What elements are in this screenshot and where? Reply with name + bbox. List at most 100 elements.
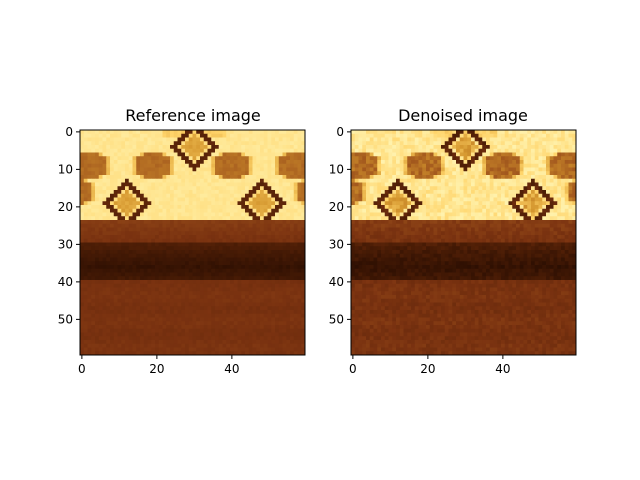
pixel-cell [523,197,528,202]
pixel-cell [143,212,148,217]
pixel-cell [143,328,148,333]
pixel-cell [170,220,175,225]
pixel-cell [106,186,111,191]
pixel-cell [523,175,528,180]
pixel-cell [504,130,509,135]
pixel-cell [80,130,85,135]
pixel-cell [557,130,562,135]
pixel-cell [140,178,145,183]
pixel-cell [188,231,193,236]
pixel-cell [87,336,92,341]
pixel-cell [241,313,246,318]
pixel-cell [482,141,487,146]
pixel-cell [278,257,283,262]
pixel-cell [542,175,547,180]
pixel-cell [106,141,111,146]
pixel-cell [98,193,103,198]
pixel-cell [542,167,547,172]
pixel-cell [248,163,253,168]
pixel-cell [102,321,107,326]
pixel-cell [286,302,291,307]
pixel-cell [173,186,178,191]
pixel-cell [290,302,295,307]
pixel-cell [456,178,461,183]
pixel-cell [151,141,156,146]
pixel-cell [125,276,130,281]
pixel-cell [260,201,265,206]
pixel-cell [207,197,212,202]
pixel-cell [158,223,163,228]
pixel-cell [474,156,479,161]
pixel-cell [459,171,464,176]
pixel-cell [80,141,85,146]
pixel-cell [185,261,190,266]
pixel-cell [301,167,306,172]
pixel-cell [87,261,92,266]
pixel-cell [351,182,356,187]
pixel-cell [106,167,111,172]
pixel-cell [162,148,167,153]
pixel-cell [441,190,446,195]
pixel-cell [173,152,178,157]
pixel-cell [207,223,212,228]
pixel-cell [98,302,103,307]
pixel-cell [297,190,302,195]
pixel-cell [121,235,126,240]
pixel-cell [211,171,216,176]
y-tick-label: 0 [65,125,73,139]
pixel-cell [170,130,175,135]
pixel-cell [463,130,468,135]
pixel-cell [226,160,231,165]
pixel-cell [278,182,283,187]
pixel-cell [140,332,145,337]
pixel-cell [211,328,216,333]
pixel-cell [162,268,167,273]
pixel-cell [531,133,536,138]
pixel-cell [218,133,223,138]
pixel-cell [459,193,464,198]
pixel-cell [233,291,238,296]
pixel-cell [433,171,438,176]
pixel-cell [173,351,178,356]
pixel-cell [366,130,371,135]
y-tick-label: 20 [58,200,73,214]
pixel-cell [384,178,389,183]
pixel-cell [546,152,551,157]
pixel-cell [407,197,412,202]
pixel-cell [471,156,476,161]
pixel-cell [222,310,227,315]
pixel-cell [140,220,145,225]
pixel-cell [121,280,126,285]
pixel-cell [516,141,521,146]
pixel-cell [301,306,306,311]
pixel-cell [196,265,201,270]
pixel-cell [286,137,291,142]
pixel-cell [132,137,137,142]
pixel-cell [426,182,431,187]
pixel-cell [248,272,253,277]
pixel-cell [125,351,130,356]
pixel-cell [215,261,220,266]
pixel-cell [489,186,494,191]
pixel-cell [95,347,100,352]
pixel-cell [542,205,547,210]
pixel-cell [282,302,287,307]
pixel-cell [501,197,506,202]
pixel-cell [203,313,208,318]
pixel-cell [215,220,220,225]
pixel-cell [568,182,573,187]
pixel-cell [147,298,152,303]
pixel-cell [128,197,133,202]
pixel-cell [459,148,464,153]
pixel-cell [531,163,536,168]
pixel-cell [121,328,126,333]
pixel-cell [407,167,412,172]
pixel-cell [501,178,506,183]
pixel-cell [241,238,246,243]
pixel-cell [207,291,212,296]
pixel-cell [177,283,182,288]
pixel-cell [245,242,250,247]
pixel-cell [572,160,577,165]
pixel-cell [237,328,242,333]
pixel-cell [373,156,378,161]
